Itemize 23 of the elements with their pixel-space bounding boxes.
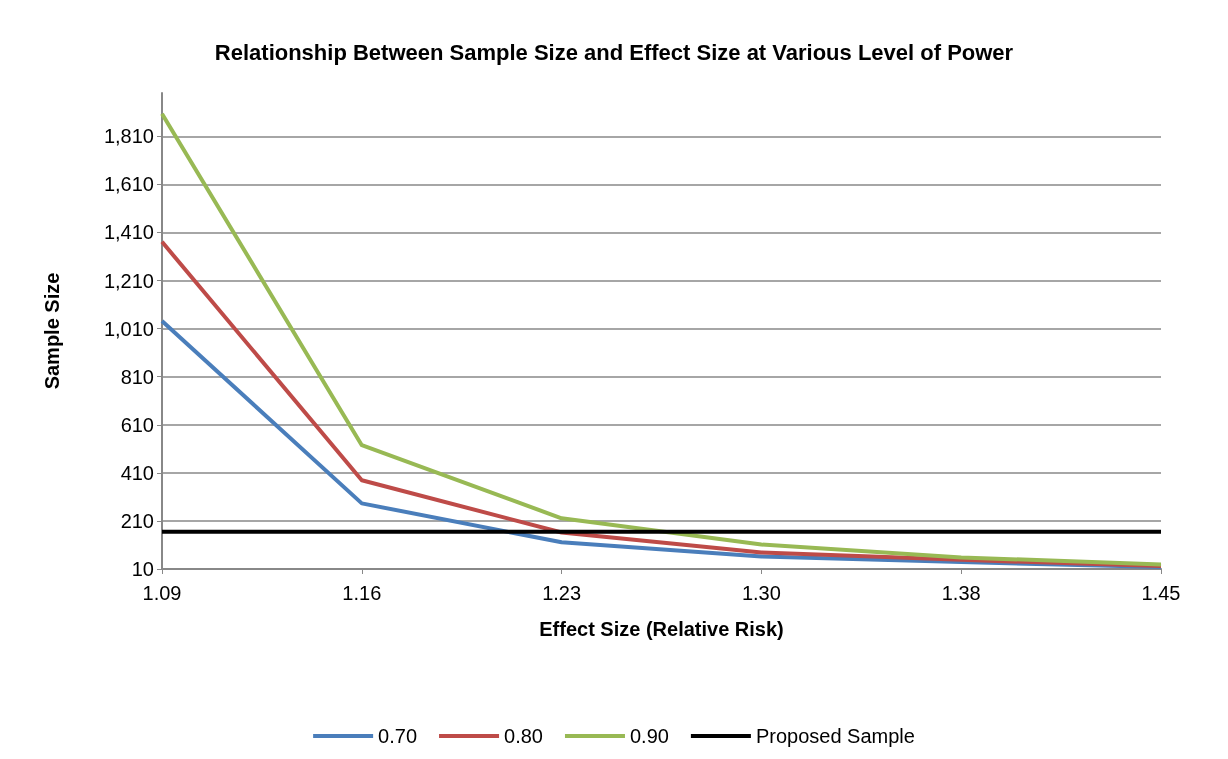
y-axis-title: Sample Size — [41, 272, 63, 390]
legend-label: 0.90 — [629, 725, 669, 747]
legend-label: 0.70 — [378, 725, 418, 747]
y-tick-label: 1,010 — [103, 317, 154, 340]
y-tick-label: 210 — [120, 509, 154, 532]
legend-label: Proposed Sample — [755, 725, 915, 747]
y-tick-label: 810 — [120, 365, 154, 388]
chart-title: Relationship Between Sample Size and Effect Size at Various Level of Power — [214, 39, 1014, 65]
y-tick-label: 1,610 — [103, 173, 154, 196]
x-tick-label: 1.16 — [342, 582, 382, 604]
legend-label: 0.80 — [504, 725, 543, 747]
x-tick-label: 1.09 — [142, 582, 182, 604]
y-tick-label: 1,410 — [103, 221, 154, 244]
y-tick-label: 10 — [131, 558, 154, 580]
x-axis-title: Effect Size (Relative Risk) — [539, 618, 784, 640]
x-tick-label: 1.30 — [741, 582, 781, 604]
y-tick-label: 410 — [120, 461, 154, 484]
y-tick-label: 1,810 — [103, 125, 154, 148]
y-tick-label: 1,210 — [103, 269, 154, 292]
x-tick-label: 1.45 — [1141, 582, 1181, 604]
x-tick-label: 1.38 — [941, 582, 981, 604]
y-tick-label: 610 — [120, 413, 154, 436]
x-tick-label: 1.23 — [542, 582, 582, 604]
